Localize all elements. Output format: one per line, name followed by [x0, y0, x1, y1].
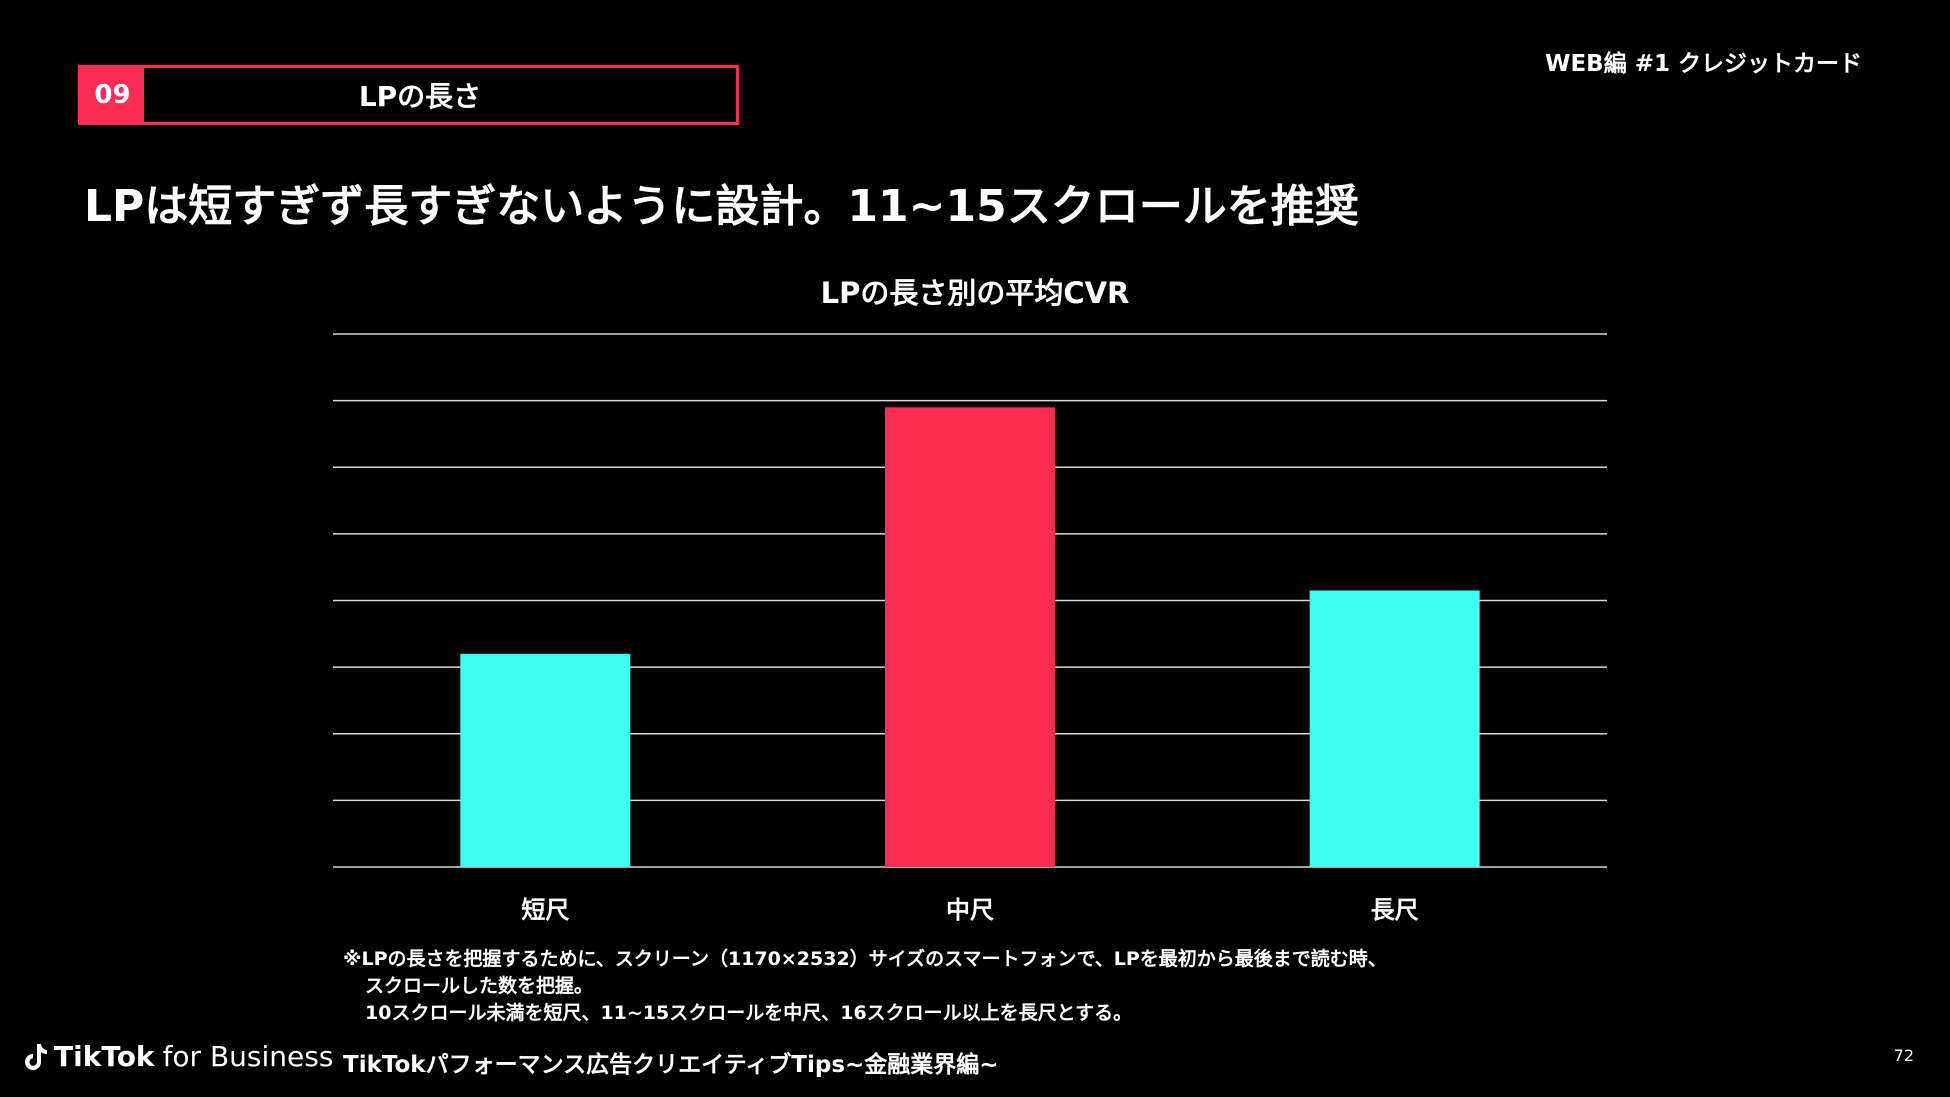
bar-1	[460, 653, 631, 867]
x-tick-label: 中尺	[946, 896, 994, 924]
logo-brand: TikTok	[54, 1040, 155, 1073]
logo-sub: for Business	[162, 1040, 334, 1073]
footnote-line: ※LPの長さを把握するために、スクリーン（1170×2532）サイズのスマートフ…	[343, 948, 1387, 970]
chart-bars	[460, 407, 1480, 867]
tiktok-note-icon	[25, 1043, 47, 1070]
x-tick-label: 短尺	[521, 896, 569, 924]
page-title: LPは短すぎず長すぎないように設計。11~15スクロールを推奨	[84, 181, 1359, 232]
section-header: 09 LPの長さ	[78, 65, 739, 125]
chart-title: LPの長さ別の平均CVR	[821, 276, 1130, 310]
series-label: WEB編 #1 クレジットカード	[1545, 51, 1862, 77]
section-title: LPの長さ	[358, 80, 482, 113]
tiktok-business-logo: TikTok for Business	[22, 1040, 333, 1073]
footnote-line: スクロールした数を把握。	[365, 975, 594, 997]
section-number: 09	[81, 68, 144, 122]
footer-title: TikTokパフォーマンス広告クリエイティブTips~金融業界編~	[343, 1052, 999, 1078]
footnote-line: 10スクロール未満を短尺、11~15スクロールを中尺、16スクロール以上を長尺と…	[365, 1002, 1133, 1024]
page-number: 72	[1893, 1046, 1914, 1065]
bar-3	[1309, 590, 1480, 867]
footnote: ※LPの長さを把握するために、スクリーン（1170×2532）サイズのスマートフ…	[343, 946, 1387, 1027]
chart-x-labels: 短尺 中尺 長尺	[521, 896, 1418, 924]
bar-2	[885, 407, 1055, 867]
x-tick-label: 長尺	[1371, 896, 1419, 924]
